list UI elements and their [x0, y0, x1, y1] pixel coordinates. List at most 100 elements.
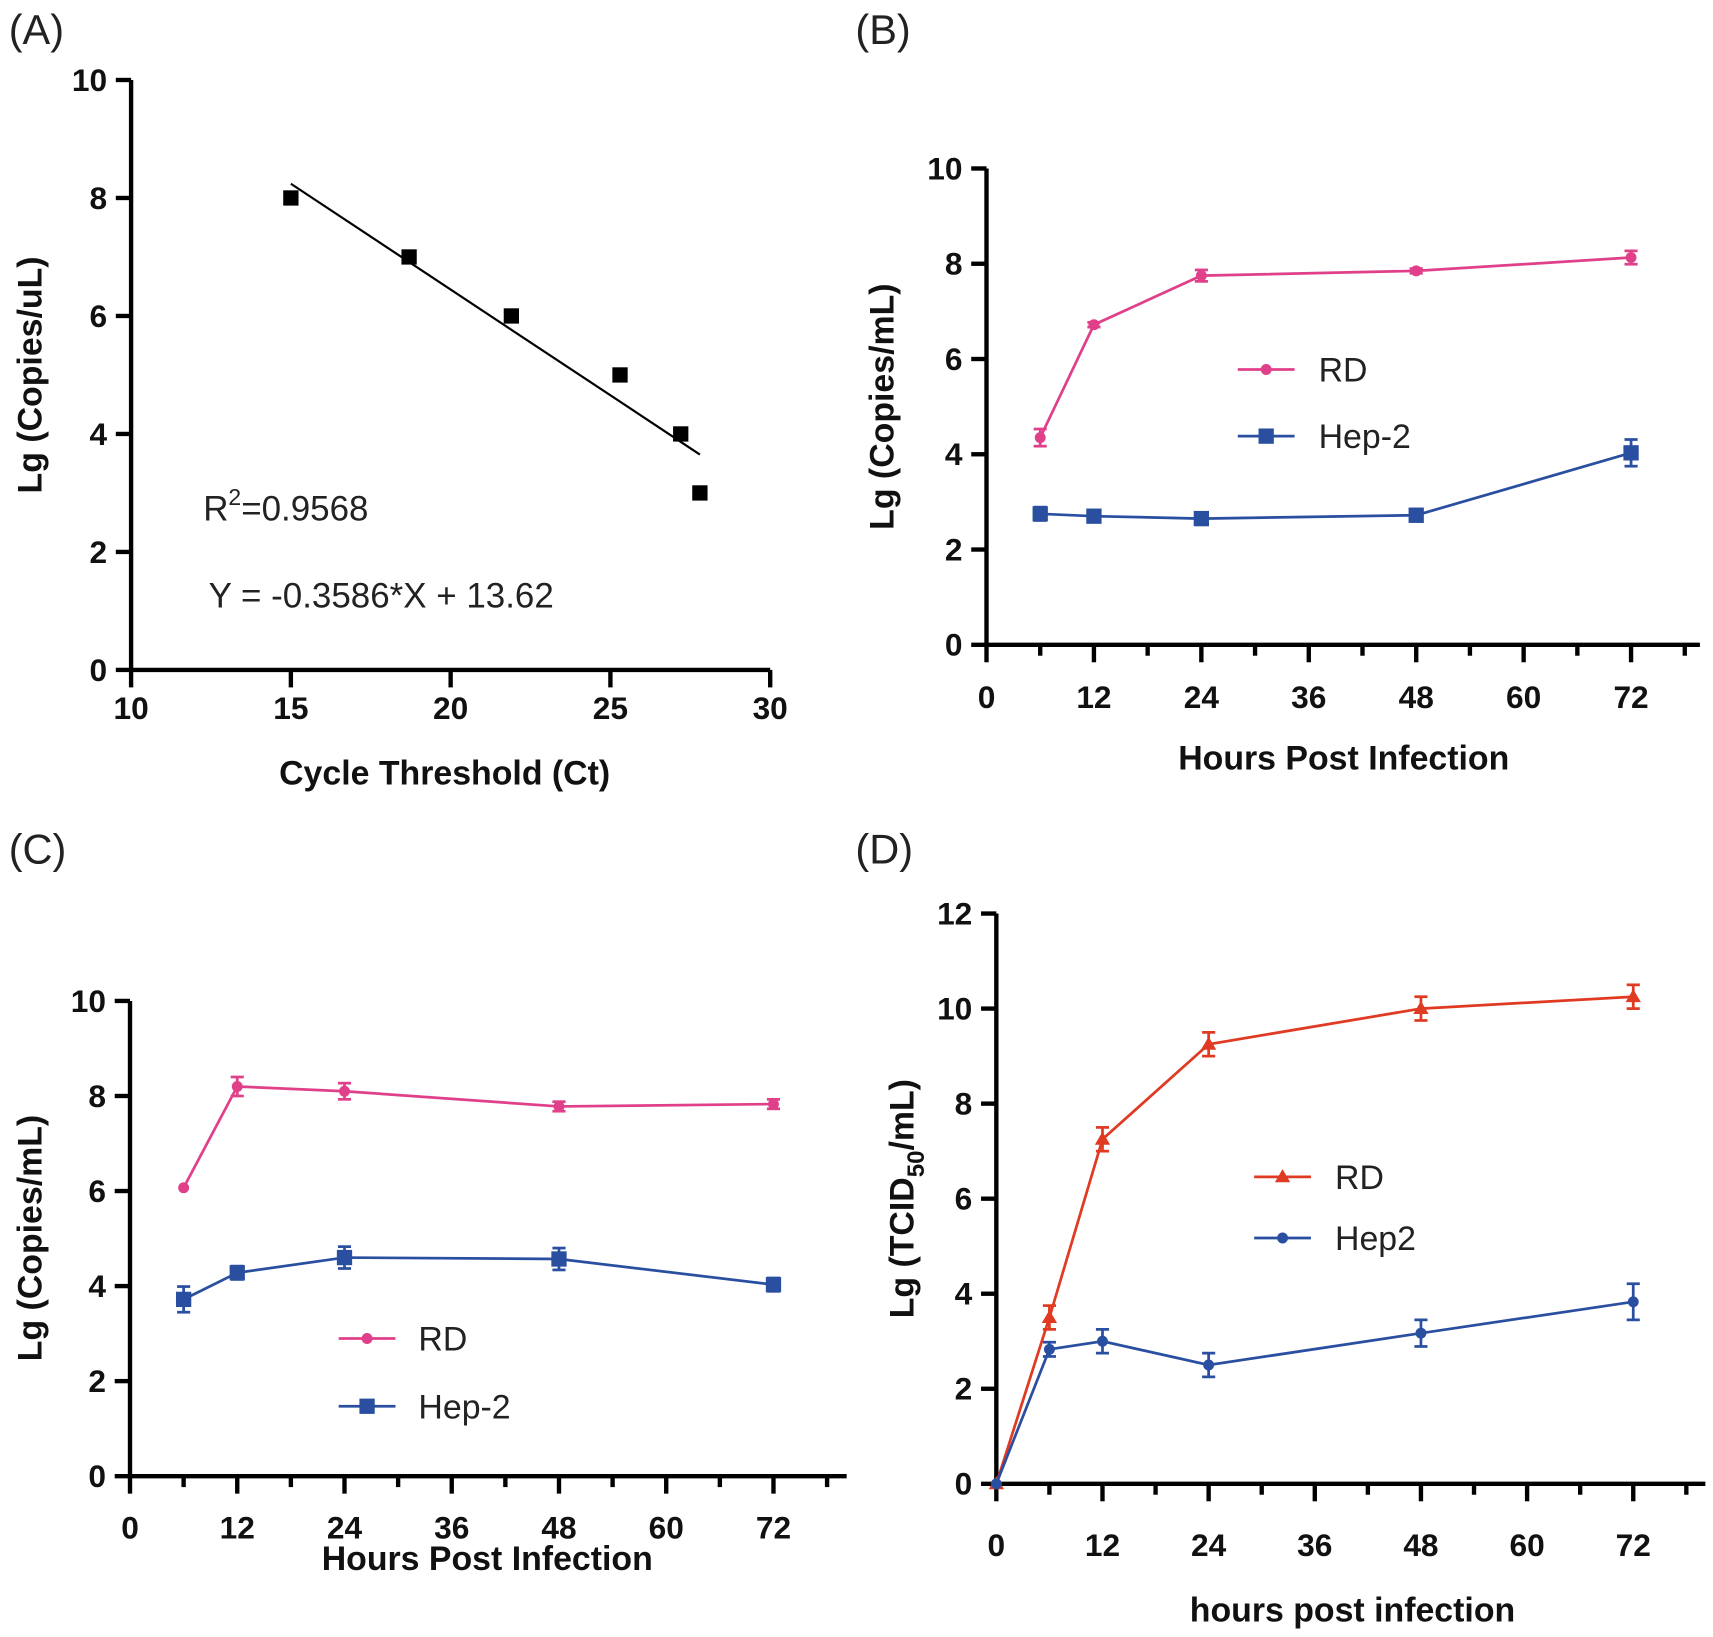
data-point [1043, 1343, 1055, 1355]
data-point [1032, 506, 1048, 522]
y-axis-label-main: Lg (TCID [883, 1177, 921, 1318]
data-point [1277, 1232, 1289, 1244]
data-point [1410, 265, 1422, 277]
series-line [183, 1256, 774, 1301]
y-tick-label: 10 [937, 991, 972, 1027]
y-axis-label: Lg (Copies/mL) [864, 283, 902, 529]
data-point [1415, 1327, 1427, 1339]
x-tick-label: 36 [434, 1509, 469, 1545]
legend-label: RD [418, 1321, 467, 1359]
series-rd [1033, 249, 1638, 448]
data-point [990, 1478, 1002, 1490]
data-point [765, 1277, 782, 1293]
data-point [1203, 1359, 1215, 1371]
r2-prefix: R [203, 489, 228, 528]
x-tick-label: 12 [220, 1509, 255, 1545]
x-tick-label: 48 [1403, 1527, 1438, 1563]
y-tick-label: 2 [945, 531, 963, 567]
series-rd [178, 1075, 781, 1194]
data-point [283, 190, 299, 206]
y-tick-label: 4 [945, 436, 963, 472]
y-tick-label: 0 [88, 1458, 106, 1494]
data-point [231, 1081, 243, 1092]
x-tick-label: 72 [756, 1509, 791, 1545]
data-point [1086, 508, 1102, 524]
x-tick-label: 72 [1616, 1527, 1651, 1563]
y-tick-label: 0 [945, 627, 963, 663]
series-line [995, 1300, 1634, 1485]
legend-label: RD [1335, 1159, 1384, 1197]
y-axis-label: Lg (Copies/uL) [12, 256, 50, 493]
y-axis-label: Lg (Copies/mL) [12, 1115, 50, 1361]
x-axis-label: Cycle Threshold (Ct) [279, 755, 610, 793]
data-point [1094, 1131, 1111, 1145]
legend-label: RD [1319, 352, 1368, 390]
data-point [359, 1398, 375, 1414]
data-point [692, 485, 708, 501]
x-tick-label: 25 [593, 690, 628, 726]
y-tick-label: 4 [89, 416, 107, 452]
panel-label: (B) [855, 6, 910, 53]
x-tick-label: 48 [1399, 679, 1434, 715]
x-axis-label: Hours Post Infection [1178, 739, 1509, 777]
series-line [1040, 451, 1632, 520]
x-tick-label: 60 [649, 1509, 684, 1545]
data-point [339, 1085, 350, 1097]
y-tick-label: 8 [88, 1078, 106, 1114]
data-point [673, 426, 689, 442]
r2-sup: 2 [228, 484, 241, 510]
data-point [1097, 1335, 1108, 1347]
y-tick-label: 6 [945, 341, 963, 377]
series-hep-2 [175, 1245, 782, 1314]
data-point [553, 1100, 565, 1112]
y-tick-label: 2 [955, 1371, 973, 1407]
panel-label: (C) [9, 825, 67, 872]
y-tick-label: 0 [955, 1466, 973, 1502]
x-tick-label: 0 [988, 1527, 1006, 1563]
data-point [1260, 364, 1272, 375]
data-point [768, 1098, 779, 1110]
x-tick-label: 0 [121, 1509, 139, 1545]
x-tick-label: 10 [113, 690, 148, 726]
y-axis-label-end: /mL) [883, 1079, 921, 1150]
x-tick-label: 24 [327, 1509, 363, 1545]
x-tick-label: 15 [273, 690, 308, 726]
series-hep2 [990, 1282, 1640, 1490]
series-line [1038, 256, 1632, 439]
data-point [401, 249, 417, 265]
data-point [1625, 989, 1641, 1003]
data-point [175, 1291, 192, 1308]
y-tick-label: 6 [955, 1181, 973, 1217]
equation-annotation: Y = -0.3586*X + 13.62 [209, 577, 554, 616]
data-point [612, 367, 628, 383]
x-tick-label: 48 [541, 1509, 576, 1545]
x-axis-label: Hours Post Infection [322, 1540, 653, 1578]
x-tick-label: 12 [1085, 1527, 1120, 1563]
fit-line [290, 182, 701, 456]
y-tick-label: 2 [88, 1363, 106, 1399]
panel-label: (D) [855, 825, 913, 872]
data-point [229, 1265, 245, 1281]
series-line [182, 1085, 774, 1189]
data-point [1258, 428, 1274, 444]
y-tick-label: 8 [89, 180, 107, 216]
y-tick-label: 0 [89, 652, 107, 688]
data-point [551, 1251, 567, 1267]
x-tick-label: 36 [1297, 1527, 1332, 1563]
data-point [1625, 252, 1637, 264]
r-squared-annotation: R2=0.9568 [203, 484, 368, 528]
data-point [1195, 270, 1207, 282]
r2-value: =0.9568 [241, 489, 368, 528]
x-tick-label: 72 [1613, 679, 1648, 715]
data-point [1041, 1309, 1058, 1323]
data-point [178, 1182, 190, 1194]
legend-label: Hep2 [1335, 1220, 1416, 1258]
data-point [336, 1249, 353, 1266]
y-tick-label: 6 [89, 298, 107, 334]
data-point [1623, 445, 1639, 461]
y-tick-label: 10 [71, 983, 106, 1019]
